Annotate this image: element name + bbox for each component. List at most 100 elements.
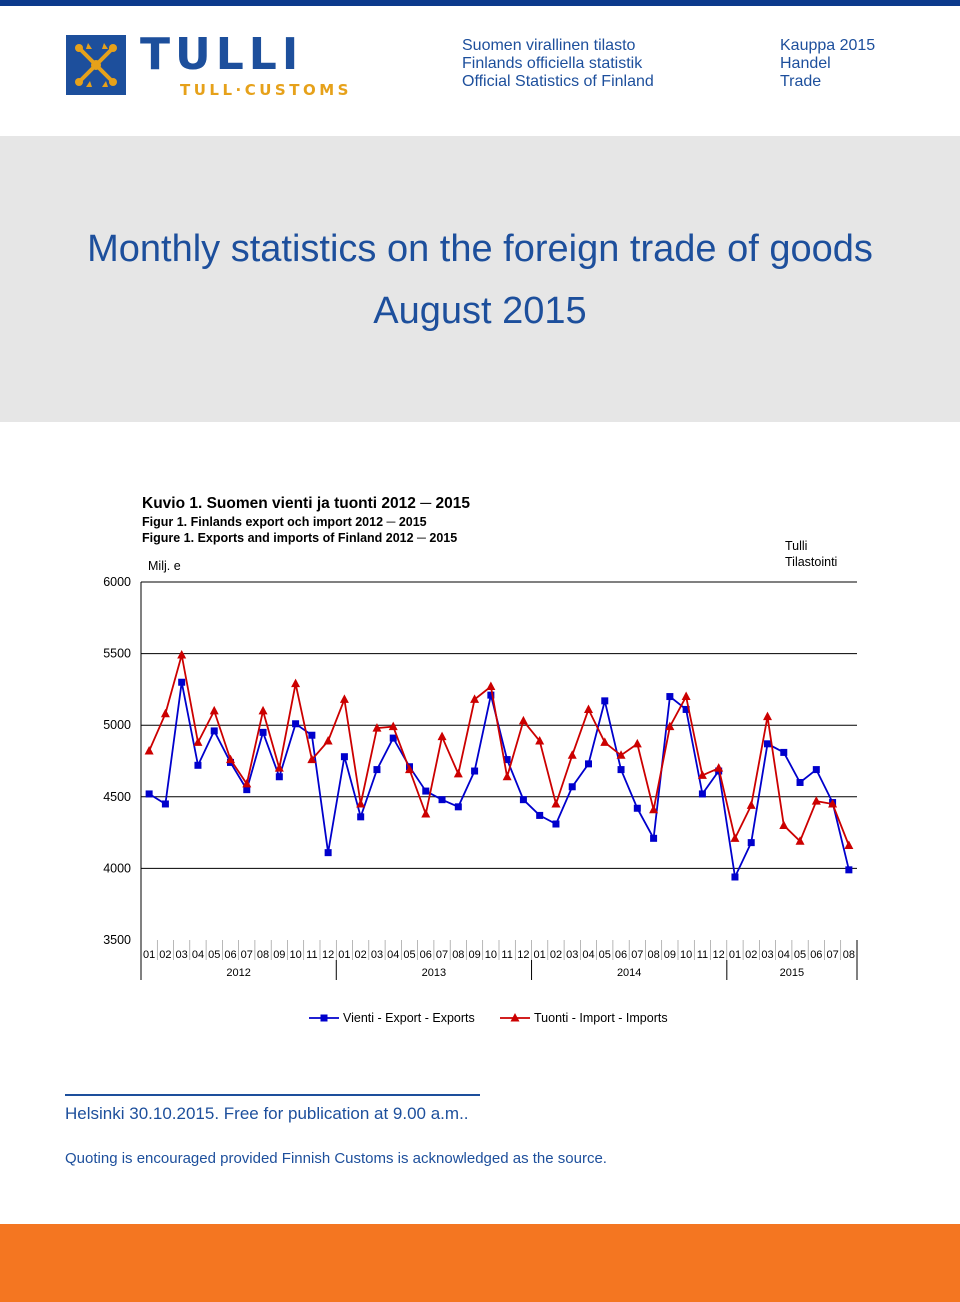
exports-point (454, 803, 462, 811)
figure-caption-en: Figure 1. Exports and imports of Finland… (142, 531, 457, 545)
exports-point (275, 773, 283, 781)
imports-point (600, 737, 610, 746)
imports-point (421, 808, 431, 818)
series-line-sv: Finlands officiella statistik (462, 55, 643, 72)
month-tick-label: 10 (289, 949, 301, 961)
bottom-band (0, 1224, 960, 1302)
quote-line: Quoting is encouraged provided Finnish C… (65, 1150, 607, 1167)
month-tick-label: 02 (745, 949, 757, 961)
month-tick-label: 07 (631, 949, 643, 961)
exports-point (324, 849, 332, 857)
imports-point (307, 754, 317, 764)
imports-point (453, 768, 463, 778)
logo-subtitle: TULL·CUSTOMS (180, 81, 352, 99)
figure-caption-fi: Kuvio 1. Suomen vienti ja tuonti 2012 ─ … (142, 495, 470, 512)
month-tick-label: 03 (761, 949, 773, 961)
official-statistics-label: Suomen virallinen tilasto Finlands offic… (462, 37, 654, 91)
imports-point (681, 691, 691, 701)
logo-wordmark: TULLI (140, 29, 304, 80)
month-tick-label: 05 (208, 949, 220, 961)
imports-point (779, 820, 789, 829)
imports-point (763, 711, 772, 721)
month-tick-label: 07 (241, 949, 253, 961)
month-tick-label: 03 (566, 949, 578, 961)
exports-point (666, 693, 674, 701)
imports-point (339, 694, 349, 703)
imports-point (274, 763, 284, 772)
imports-point (697, 770, 707, 779)
month-tick-label: 01 (729, 949, 741, 961)
month-tick-label: 08 (452, 949, 464, 961)
month-tick-label: 01 (338, 949, 350, 961)
exports-point (747, 839, 755, 847)
month-tick-label: 04 (582, 949, 594, 961)
imports-point (291, 678, 301, 688)
exports-point (552, 820, 560, 828)
imports-point (242, 778, 252, 788)
month-tick-label: 07 (436, 949, 448, 961)
imports-point (632, 738, 642, 748)
exports-point (698, 790, 706, 798)
year-label-2013: 2013 (422, 967, 446, 979)
imports-point (258, 705, 268, 715)
y-tick-label: 5500 (103, 647, 131, 661)
exports-point (682, 705, 690, 713)
year-label-2012: 2012 (226, 967, 250, 979)
imports-point (584, 704, 593, 713)
series-line-en: Official Statistics of Finland (462, 73, 654, 90)
category-line-fi: Kauppa 2015 (780, 37, 876, 54)
exports-point (243, 786, 251, 794)
category-line-sv: Handel (780, 55, 831, 72)
month-tick-label: 12 (517, 949, 529, 961)
source-line-1: Tulli (785, 539, 807, 553)
exports-point (812, 766, 820, 774)
exports-point (161, 800, 169, 808)
month-tick-label: 08 (647, 949, 659, 961)
exports-point (194, 761, 202, 769)
exports-line (148, 682, 850, 881)
category-label: Kauppa 2015 Handel Trade (780, 37, 875, 91)
imports-point (372, 723, 382, 732)
imports-point (502, 771, 512, 781)
source-line-2: Tilastointi (785, 555, 837, 569)
footer-divider (65, 1094, 480, 1096)
exports-point (568, 783, 576, 791)
legend-imports-marker-icon (510, 1013, 520, 1022)
top-border (0, 0, 960, 6)
month-tick-label: 11 (697, 949, 708, 961)
imports-point (844, 840, 854, 849)
y-tick-label: 5000 (103, 718, 131, 732)
imports-point (323, 735, 333, 745)
exports-point (259, 728, 267, 736)
month-tick-label: 10 (485, 949, 497, 961)
figure-caption-sv: Figur 1. Finlands export och import 2012… (142, 515, 427, 529)
exports-point (487, 691, 495, 699)
imports-point (665, 721, 675, 731)
imports-point (649, 804, 659, 814)
customs-emblem-icon (66, 35, 126, 95)
month-tick-label: 09 (468, 949, 480, 961)
month-tick-label: 09 (273, 949, 285, 961)
legend-exports-marker-icon (320, 1014, 328, 1022)
exports-point (210, 727, 218, 735)
exports-point (650, 834, 658, 842)
imports-point (193, 737, 203, 746)
month-tick-label: 09 (664, 949, 676, 961)
month-tick-label: 03 (176, 949, 188, 961)
imports-point (177, 650, 187, 659)
year-label-2014: 2014 (617, 967, 641, 979)
imports-point (486, 681, 496, 691)
year-label-2015: 2015 (780, 967, 804, 979)
trade-line-chart: Kuvio 1. Suomen vienti ja tuonti 2012 ─ … (103, 495, 858, 1025)
exports-point (422, 787, 430, 795)
imports-point (470, 694, 480, 703)
month-tick-label: 01 (534, 949, 546, 961)
imports-point (226, 754, 235, 764)
month-tick-label: 05 (794, 949, 806, 961)
month-tick-label: 04 (778, 949, 790, 961)
legend-exports-label: Vienti - Export - Exports (343, 1011, 475, 1025)
exports-point (536, 811, 544, 819)
month-tick-label: 08 (843, 949, 855, 961)
imports-point (714, 763, 724, 772)
exports-point (357, 813, 365, 821)
